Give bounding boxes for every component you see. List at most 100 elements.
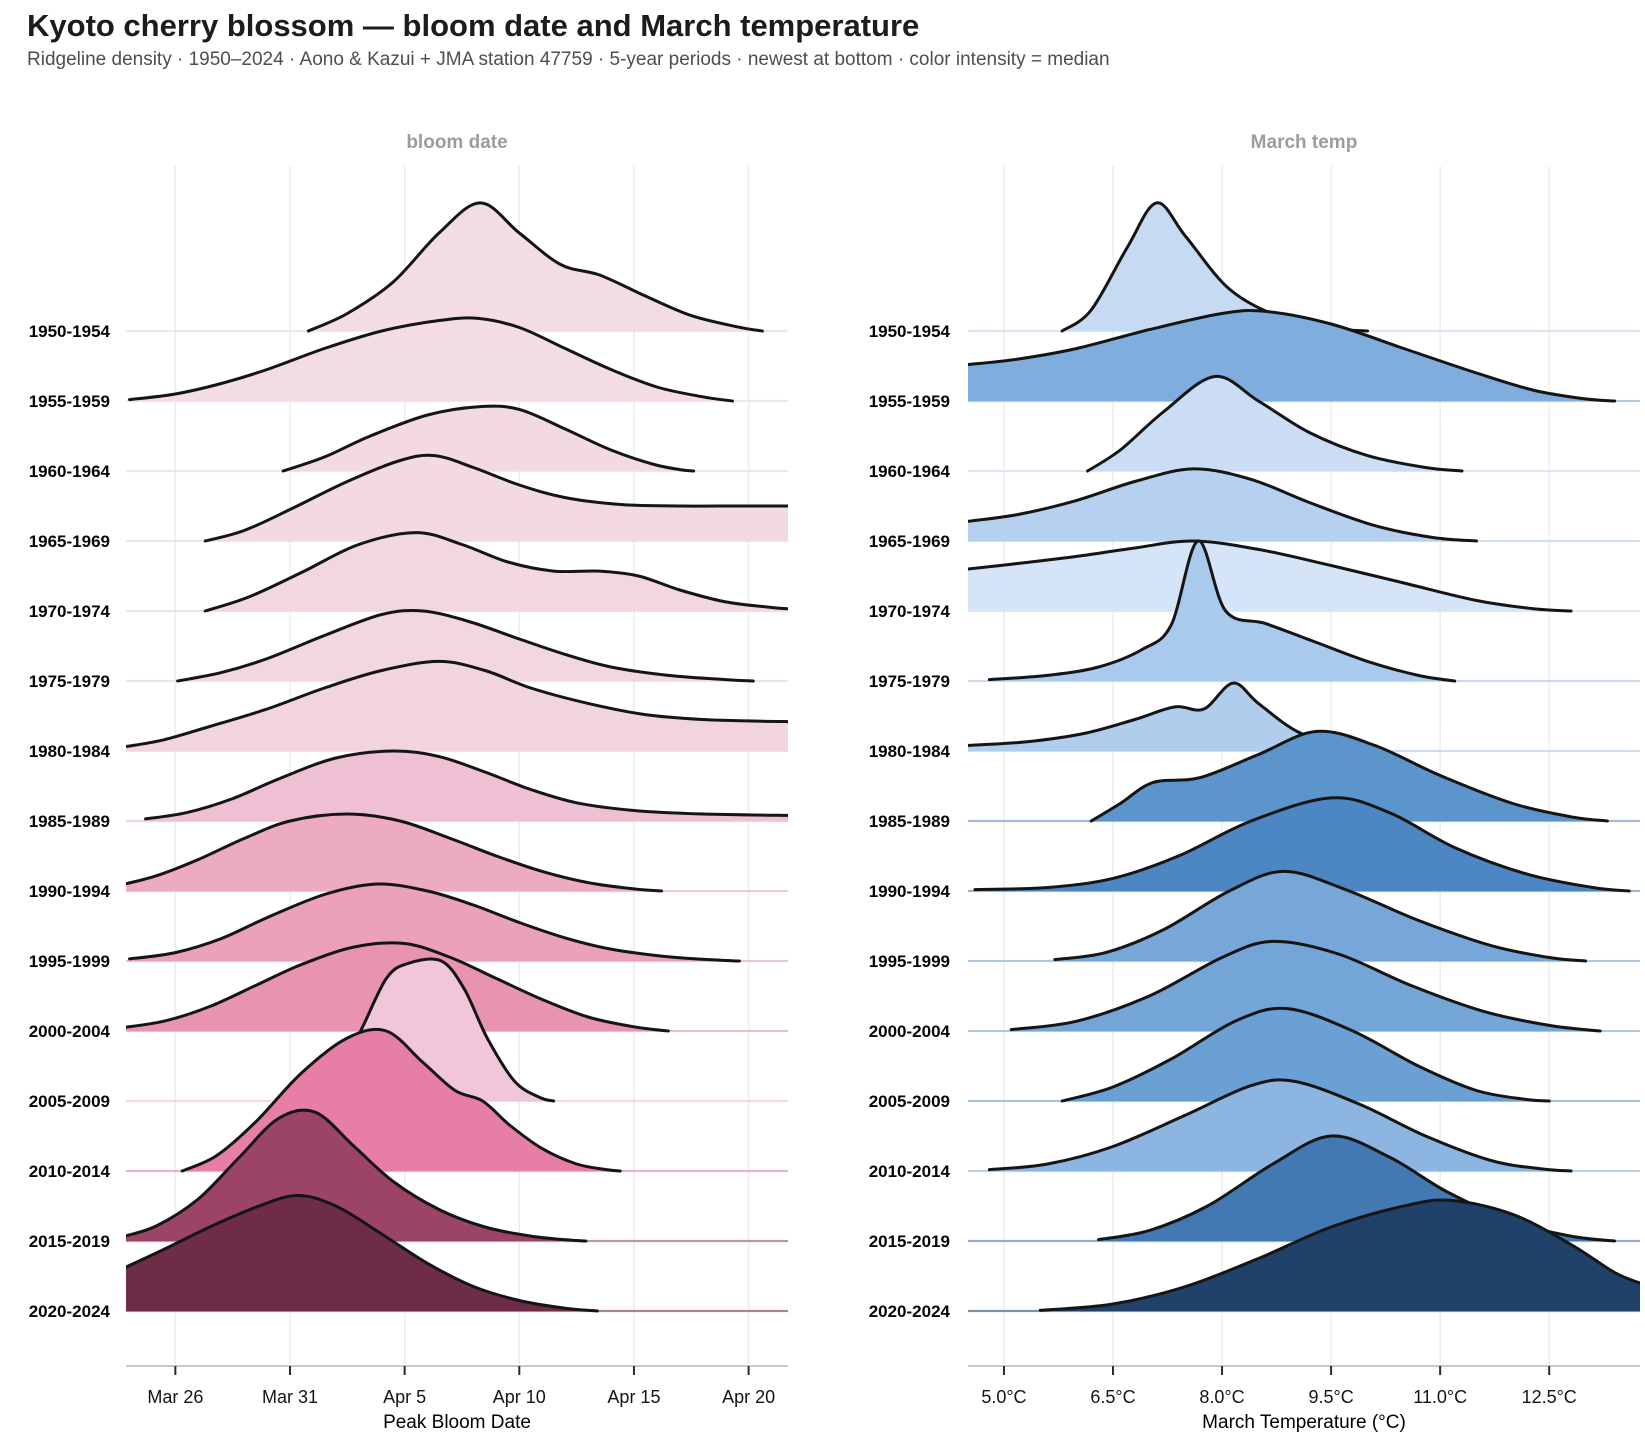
row-label-1985-1989: 1985-1989 [29, 812, 110, 831]
row-label-2000-2004: 2000-2004 [869, 1022, 951, 1041]
ridge-outline [203, 531, 788, 613]
ridge-bloom-2015-2019 [126, 1108, 788, 1243]
panel-temp: 5.0°C 6.5°C 8.0°C 9.5°C 11.0°C 12.5°C 1950-195… [869, 132, 1640, 1432]
ridge-outline [987, 539, 1457, 683]
x-tick-label: Apr 10 [493, 1387, 546, 1407]
ridge-area [1062, 202, 1368, 331]
row-label-1960-1964: 1960-1964 [29, 462, 111, 481]
row-label-1970-1974: 1970-1974 [869, 602, 951, 621]
ridge-area [989, 540, 1455, 681]
ridge-temp-1960-1964 [968, 374, 1640, 473]
ridge-area [1087, 376, 1462, 471]
ridge-outline [126, 659, 788, 749]
ridge-area [1040, 1200, 1640, 1311]
ridge-temp-1965-1969 [968, 467, 1640, 543]
row-label-1985-1989: 1985-1989 [869, 812, 950, 831]
ridge-area [126, 814, 662, 891]
x-tick-label: 11.0°C [1413, 1387, 1467, 1407]
row-label-1980-1984: 1980-1984 [869, 742, 951, 761]
x-tick-label: 5.0°C [981, 1387, 1026, 1407]
ridges-temp [968, 201, 1640, 1313]
row-label-1970-1974: 1970-1974 [29, 602, 111, 621]
panel-title-temp: March temp [1251, 132, 1358, 153]
ridge-area [968, 468, 1477, 541]
row-label-1965-1969: 1965-1969 [869, 532, 950, 551]
x-tick-label: 12.5°C [1522, 1387, 1577, 1407]
ridge-outline [128, 882, 741, 963]
ridge-temp-2020-2024 [968, 1198, 1640, 1313]
ridge-outline [126, 1108, 588, 1243]
row-label-2005-2009: 2005-2009 [869, 1092, 950, 1111]
ridge-outline [987, 1078, 1573, 1173]
ridge-area [205, 532, 788, 611]
ridge-area [129, 883, 740, 961]
row-label-2010-2014: 2010-2014 [29, 1162, 111, 1181]
chart-header: Kyoto cherry blossom — bloom date and Ma… [27, 8, 1110, 71]
ridge-bloom-1980-1984 [126, 659, 788, 753]
ridge-area [1062, 1008, 1550, 1101]
x-axis-temp: 5.0°C 6.5°C 8.0°C 9.5°C 11.0°C 12.5°C [968, 1365, 1640, 1407]
ridge-temp-1975-1979 [968, 539, 1640, 683]
x-tick-label: Apr 15 [607, 1387, 660, 1407]
ridge-area [126, 1110, 586, 1241]
ridge-bloom-2020-2024 [126, 1193, 788, 1313]
x-tick-label: Mar 31 [262, 1387, 318, 1407]
ridge-area [1091, 731, 1608, 821]
x-axis-bloom: Mar 26 Mar 31 Apr 5 Apr 10 Apr 15 Apr 20 [126, 1365, 788, 1407]
row-label-2020-2024: 2020-2024 [869, 1302, 951, 1321]
ridge-area [989, 1079, 1571, 1171]
row-label-2010-2014: 2010-2014 [869, 1162, 951, 1181]
ridge-bloom-1970-1974 [126, 531, 788, 613]
ridge-area [126, 1195, 598, 1311]
row-label-1980-1984: 1980-1984 [29, 742, 111, 761]
x-tick-label: 9.5°C [1308, 1387, 1353, 1407]
row-label-1950-1954: 1950-1954 [29, 322, 111, 341]
x-tick-label: Mar 26 [147, 1387, 203, 1407]
row-label-1975-1979: 1975-1979 [869, 672, 950, 691]
ridge-outline [281, 404, 696, 473]
ridge-area [1054, 871, 1586, 961]
panel-bloom: Mar 26 Mar 31 Apr 5 Apr 10 Apr 15 Apr 20 1950-… [29, 132, 788, 1432]
ridge-bloom-1955-1959 [126, 316, 788, 403]
ridge-temp-1970-1974 [968, 539, 1640, 613]
row-label-2005-2009: 2005-2009 [29, 1092, 110, 1111]
ridge-outline [1060, 1006, 1551, 1103]
x-tick-label: Apr 20 [722, 1387, 775, 1407]
ridge-outline [126, 941, 670, 1033]
x-tick-label: 6.5°C [1090, 1387, 1135, 1407]
panel-title-bloom: bloom date [406, 132, 507, 153]
row-label-1995-1999: 1995-1999 [29, 952, 110, 971]
row-label-1990-1994: 1990-1994 [29, 882, 111, 901]
row-label-1990-1994: 1990-1994 [869, 882, 951, 901]
ridge-outline [180, 1027, 622, 1173]
ridge-area [129, 317, 733, 401]
chart-subtitle: Ridgeline density · 1950–2024 · Aono & K… [27, 49, 1110, 70]
x-tick-label: Apr 5 [383, 1387, 426, 1407]
ridge-outline [1089, 729, 1609, 823]
ridge-outline [203, 453, 788, 543]
ridge-bloom-1995-1999 [126, 882, 788, 963]
ridge-bloom-1950-1954 [126, 201, 788, 333]
ridge-outline [1086, 374, 1464, 473]
ridge-outline [126, 812, 663, 893]
ridge-temp-1950-1954 [968, 201, 1640, 333]
ridge-outline [1038, 1198, 1640, 1312]
ridge-area [968, 683, 1382, 751]
ridge-area [968, 310, 1615, 401]
row-labels-bloom: 1950-1954 1955-1959 1960-1964 1965-1969 1970… [29, 322, 111, 1321]
ridge-area [1011, 941, 1601, 1031]
x-axis-title-bloom: Peak Bloom Date [383, 1412, 531, 1432]
ridge-area [283, 406, 694, 471]
row-label-1955-1959: 1955-1959 [869, 392, 950, 411]
ridge-temp-1955-1959 [968, 308, 1640, 403]
ridge-outline [968, 308, 1617, 403]
row-label-2020-2024: 2020-2024 [29, 1302, 111, 1321]
row-labels-temp: 1950-1954 1955-1959 1960-1964 1965-1969 1970… [869, 322, 951, 1321]
ridge-area [145, 750, 788, 821]
ridge-area [205, 455, 788, 541]
row-label-1975-1979: 1975-1979 [29, 672, 110, 691]
ridge-area [974, 797, 1630, 891]
row-label-2000-2004: 2000-2004 [29, 1022, 111, 1041]
ridge-bloom-1985-1989 [126, 749, 788, 823]
